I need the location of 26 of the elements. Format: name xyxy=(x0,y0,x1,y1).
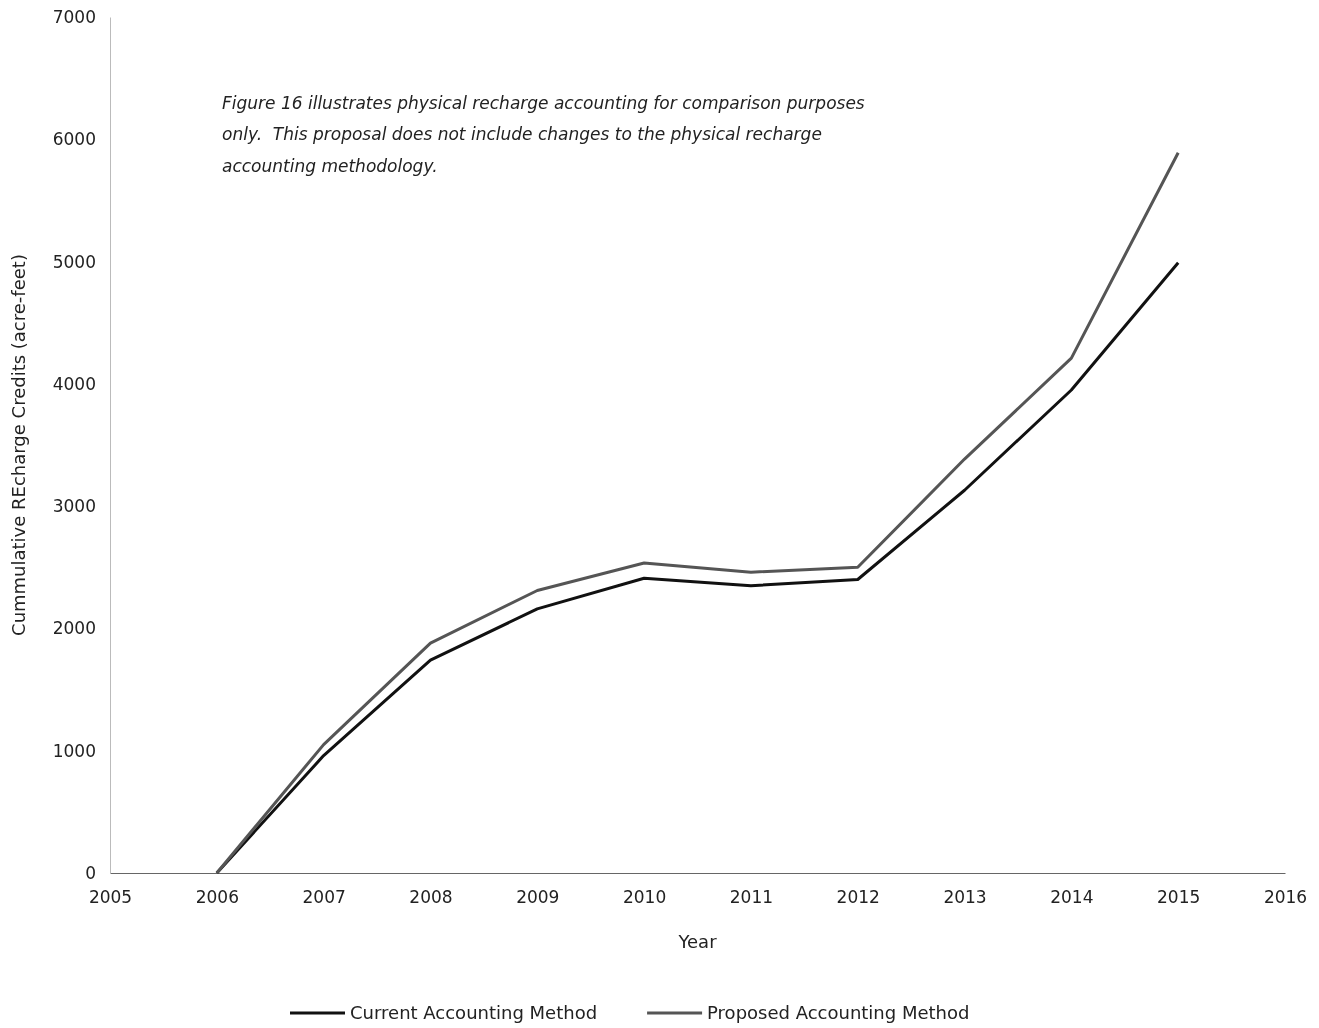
x-axis-title: Year xyxy=(677,931,718,952)
y-tick-label: 3000 xyxy=(52,496,96,517)
y-tick-label: 6000 xyxy=(52,129,96,150)
x-tick-label: 2011 xyxy=(729,887,774,908)
x-tick-label: 2012 xyxy=(836,887,880,908)
x-tick-label: 2016 xyxy=(1263,887,1308,908)
x-tick-label: 2013 xyxy=(943,887,987,908)
line-series xyxy=(215,151,1180,875)
x-tick-label: 2010 xyxy=(622,887,667,908)
y-tick-label: 7000 xyxy=(52,6,96,27)
legend-label: Proposed Accounting Method xyxy=(707,1002,970,1023)
x-tick-label: 2006 xyxy=(195,887,239,908)
y-tick-label: 4000 xyxy=(52,373,96,394)
x-tick-label: 2014 xyxy=(1050,887,1094,908)
y-tick-label: 0 xyxy=(85,862,96,883)
x-tick-label: 2007 xyxy=(302,887,346,908)
x-tick-label: 2008 xyxy=(409,887,453,908)
annotation: Figure 16 illustrates physical recharge accounting for comparison purposes only. This proposal does not include changes to the physical recharge accounting methodology. xyxy=(222,92,866,178)
y-axis-title: Cummulative REcharge Credits (acre-feet) xyxy=(8,254,29,636)
x-tick-label: 2015 xyxy=(1157,887,1201,908)
legend-label: Current Accounting Method xyxy=(350,1002,598,1023)
x-tick-label: 2009 xyxy=(516,887,560,908)
y-tick-label: 1000 xyxy=(52,740,96,761)
x-tick-label: 2005 xyxy=(88,887,133,908)
y-tick-label: 5000 xyxy=(52,251,96,272)
y-tick-label: 2000 xyxy=(52,618,96,639)
